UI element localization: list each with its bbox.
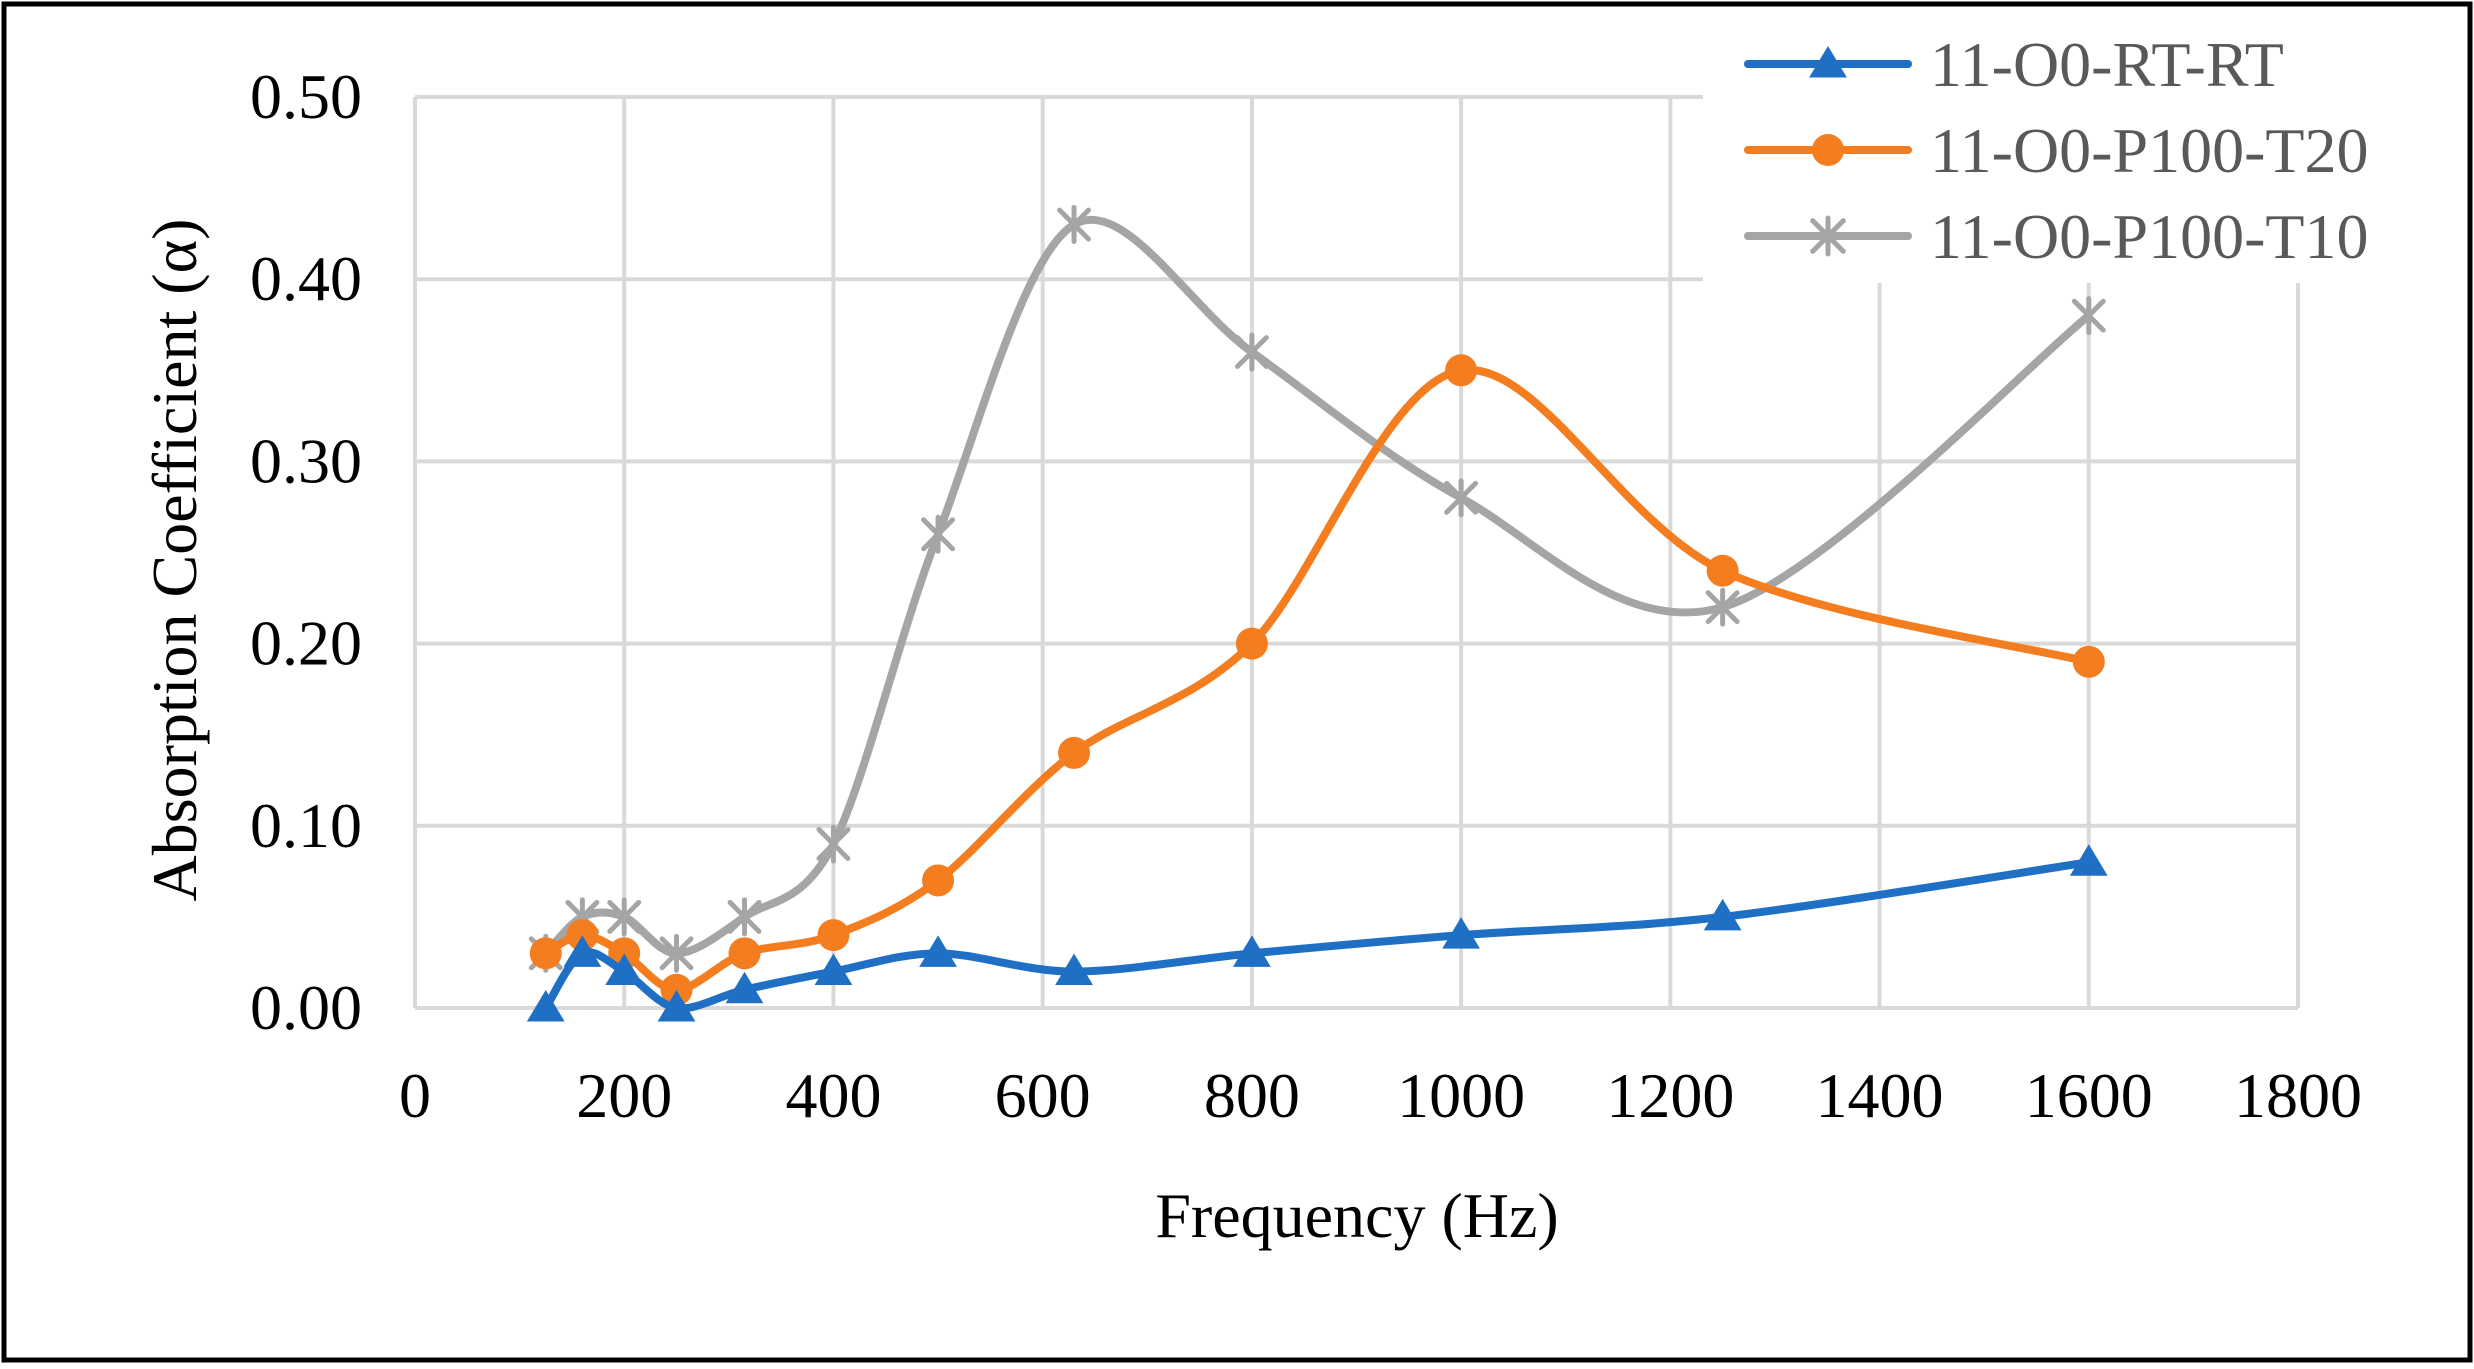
data-point [922,864,955,897]
y-tick-label: 0.20 [250,608,362,679]
x-tick-label: 1000 [1397,1060,1525,1131]
y-tick-label: 0.00 [250,972,362,1043]
data-point [2072,645,2105,678]
data-point [919,935,957,967]
data-point [1444,478,1479,518]
legend-item: 11-O0-P100-T10 [1744,201,2368,272]
data-point [526,990,565,1022]
data-point [1705,587,1740,627]
legend-marker [1812,134,1844,166]
y-tick-label: 0.10 [250,790,362,861]
legend-label: 11-O0-P100-T20 [1930,115,2368,186]
data-point [725,971,764,1004]
data-point [563,935,602,967]
data-point [659,933,694,973]
y-tick-label: 0.50 [250,61,362,132]
y-tick-labels: 0.00 0.10 0.20 0.30 0.40 0.50 [250,61,362,1043]
x-tick-labels: 0 200 400 600 800 1000 1200 1400 1600 1800 [399,1060,2362,1131]
legend-label: 11-O0-P100-T10 [1930,201,2368,272]
data-point [728,937,761,970]
data-point [2069,844,2108,876]
data-point [529,937,562,970]
data-point [660,973,693,1006]
x-tick-label: 1800 [2234,1060,2362,1131]
x-tick-label: 1600 [2025,1060,2153,1131]
legend: 11-O0-RT-RT 11-O0-P100-T20 11-O0-P100-T10 [1703,20,2443,283]
data-point [657,990,696,1022]
data-point [1234,332,1269,372]
data-point [1235,627,1268,660]
data-point [607,897,642,937]
y-axis-title: Absorption Coefficient (α) [139,219,210,902]
x-tick-label: 0 [399,1060,431,1131]
legend-label: 11-O0-RT-RT [1930,29,2284,100]
data-point [2071,296,2106,336]
data-point [1058,736,1091,769]
data-point [566,919,599,952]
data-point [1057,205,1091,245]
data-point [605,953,644,986]
data-point [608,937,641,970]
data-point [1442,917,1481,949]
data-point [1232,935,1271,967]
data-point [1055,953,1093,986]
data-point [816,824,851,864]
legend-marker [1809,46,1847,78]
x-axis-title: Frequency (Hz) [1155,1180,1558,1251]
legend-marker [1810,215,1846,257]
series-11-O0-RT-RT [526,844,2108,1022]
data-point [817,919,850,952]
series-11-O0-P100-T20 [529,354,2105,1006]
data-point [1706,554,1739,587]
data-point [727,897,762,937]
legend-item: 11-O0-RT-RT [1744,29,2284,100]
x-tick-label: 600 [995,1060,1091,1131]
series-layer [526,205,2108,1022]
data-point [1445,354,1478,387]
x-tick-label: 200 [576,1060,672,1131]
series-line [541,858,2093,1013]
legend-item: 11-O0-P100-T20 [1744,115,2368,186]
data-point [1703,898,1742,931]
x-tick-label: 1400 [1816,1060,1944,1131]
x-tick-label: 800 [1204,1060,1300,1131]
data-point [921,514,956,554]
x-tick-label: 1200 [1606,1060,1734,1131]
y-tick-label: 0.30 [250,425,362,496]
y-tick-label: 0.40 [250,243,362,314]
data-point [814,953,853,986]
x-tick-label: 400 [785,1060,881,1131]
